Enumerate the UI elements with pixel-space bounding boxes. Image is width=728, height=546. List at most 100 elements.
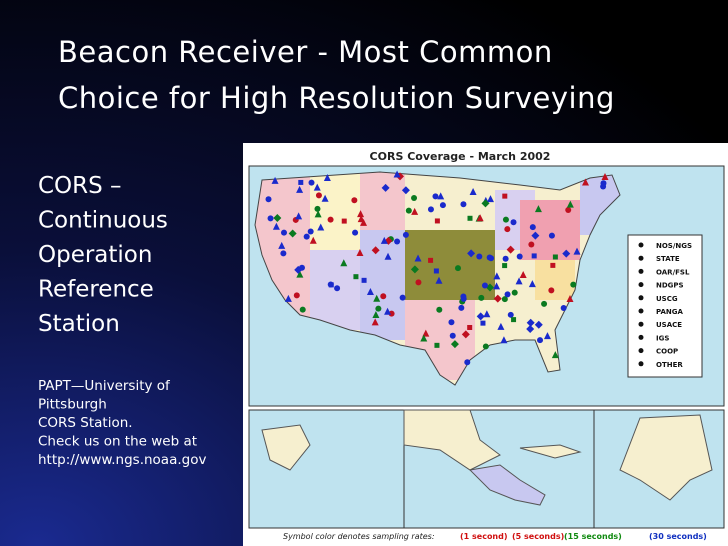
marker xyxy=(450,340,459,349)
marker xyxy=(317,223,325,231)
map-footer: Symbol color denotes sampling rates: xyxy=(283,532,435,541)
marker xyxy=(380,293,387,300)
land xyxy=(468,464,546,506)
marker xyxy=(271,176,279,184)
marker xyxy=(351,197,358,204)
legend-label: COOP xyxy=(656,348,678,356)
marker xyxy=(314,210,322,218)
marker xyxy=(361,277,367,283)
marker xyxy=(550,262,556,268)
land xyxy=(403,409,501,471)
legend-label: IGS xyxy=(656,334,669,342)
marker xyxy=(384,252,392,260)
marker xyxy=(411,194,418,201)
note-line: Pittsburgh xyxy=(38,397,107,413)
marker xyxy=(402,231,409,238)
land xyxy=(519,444,582,459)
marker xyxy=(504,291,511,298)
marker xyxy=(526,318,535,327)
marker xyxy=(566,200,574,208)
legend-symbol xyxy=(638,282,644,288)
marker xyxy=(381,183,390,192)
marker xyxy=(483,310,491,318)
marker xyxy=(353,274,359,280)
heading-line: Operation xyxy=(38,242,152,268)
marker xyxy=(434,342,440,348)
land xyxy=(261,424,311,471)
marker xyxy=(528,241,535,248)
marker xyxy=(314,205,321,212)
marker xyxy=(433,268,439,274)
marker xyxy=(482,343,489,350)
marker xyxy=(303,233,310,240)
inset-pacific xyxy=(248,409,405,529)
marker xyxy=(502,216,509,223)
legend-symbol xyxy=(638,295,644,301)
marker xyxy=(481,282,488,289)
marker xyxy=(299,306,306,313)
marker xyxy=(428,257,434,263)
title-line: Beacon Receiver - Most Common xyxy=(58,35,553,69)
map-image: CORS Coverage - March 2002 NOS/NGS STATE O… xyxy=(243,143,728,546)
heading-line: Continuous xyxy=(38,208,168,234)
marker xyxy=(460,295,467,302)
marker xyxy=(548,287,555,294)
marker xyxy=(288,229,297,238)
marker xyxy=(434,218,440,224)
heading-line: CORS – xyxy=(38,173,122,199)
legend-symbol xyxy=(638,268,644,274)
rates: (1 second) (5 seconds) (15 seconds) (30 sec… xyxy=(460,532,707,541)
marker xyxy=(308,179,315,186)
legend-symbol xyxy=(638,348,644,354)
note-line: Check us on the web at xyxy=(38,434,197,450)
marker xyxy=(420,334,428,342)
rate-label: (30 seconds) xyxy=(649,532,707,541)
marker xyxy=(582,178,590,186)
marker xyxy=(265,196,272,203)
marker xyxy=(280,250,287,257)
marker xyxy=(323,173,331,181)
marker xyxy=(537,337,544,344)
marker xyxy=(541,300,548,307)
marker xyxy=(356,249,364,257)
marker xyxy=(531,231,540,240)
marker xyxy=(478,294,485,301)
marker xyxy=(427,206,434,213)
marker xyxy=(360,218,368,226)
marker xyxy=(307,228,314,235)
heading-line: Reference xyxy=(38,277,154,303)
marker xyxy=(528,280,536,288)
marker xyxy=(313,183,321,191)
marker xyxy=(411,207,419,215)
legend-symbol xyxy=(638,242,644,248)
marker xyxy=(543,332,551,340)
marker xyxy=(278,241,286,249)
marker xyxy=(436,306,443,313)
marker xyxy=(526,324,535,333)
marker xyxy=(371,318,379,326)
marker xyxy=(497,322,505,330)
legend-symbol xyxy=(638,321,644,327)
legend-label: USACE xyxy=(656,321,682,329)
marker xyxy=(384,307,392,315)
marker xyxy=(296,270,304,278)
marker xyxy=(531,253,537,259)
marker xyxy=(401,186,410,195)
legend-label: NDGPS xyxy=(656,282,684,290)
marker xyxy=(267,215,274,222)
marker xyxy=(480,320,486,326)
marker xyxy=(516,253,523,260)
marker xyxy=(504,226,511,233)
marker xyxy=(422,329,430,337)
marker xyxy=(507,311,514,318)
marker xyxy=(486,254,493,261)
marker xyxy=(461,330,470,339)
marker xyxy=(437,192,445,200)
us-outline xyxy=(254,171,621,386)
marker xyxy=(476,253,483,260)
legend-symbol xyxy=(638,255,644,261)
legend-symbol xyxy=(638,308,644,314)
marker xyxy=(295,212,303,220)
marker xyxy=(460,201,467,208)
